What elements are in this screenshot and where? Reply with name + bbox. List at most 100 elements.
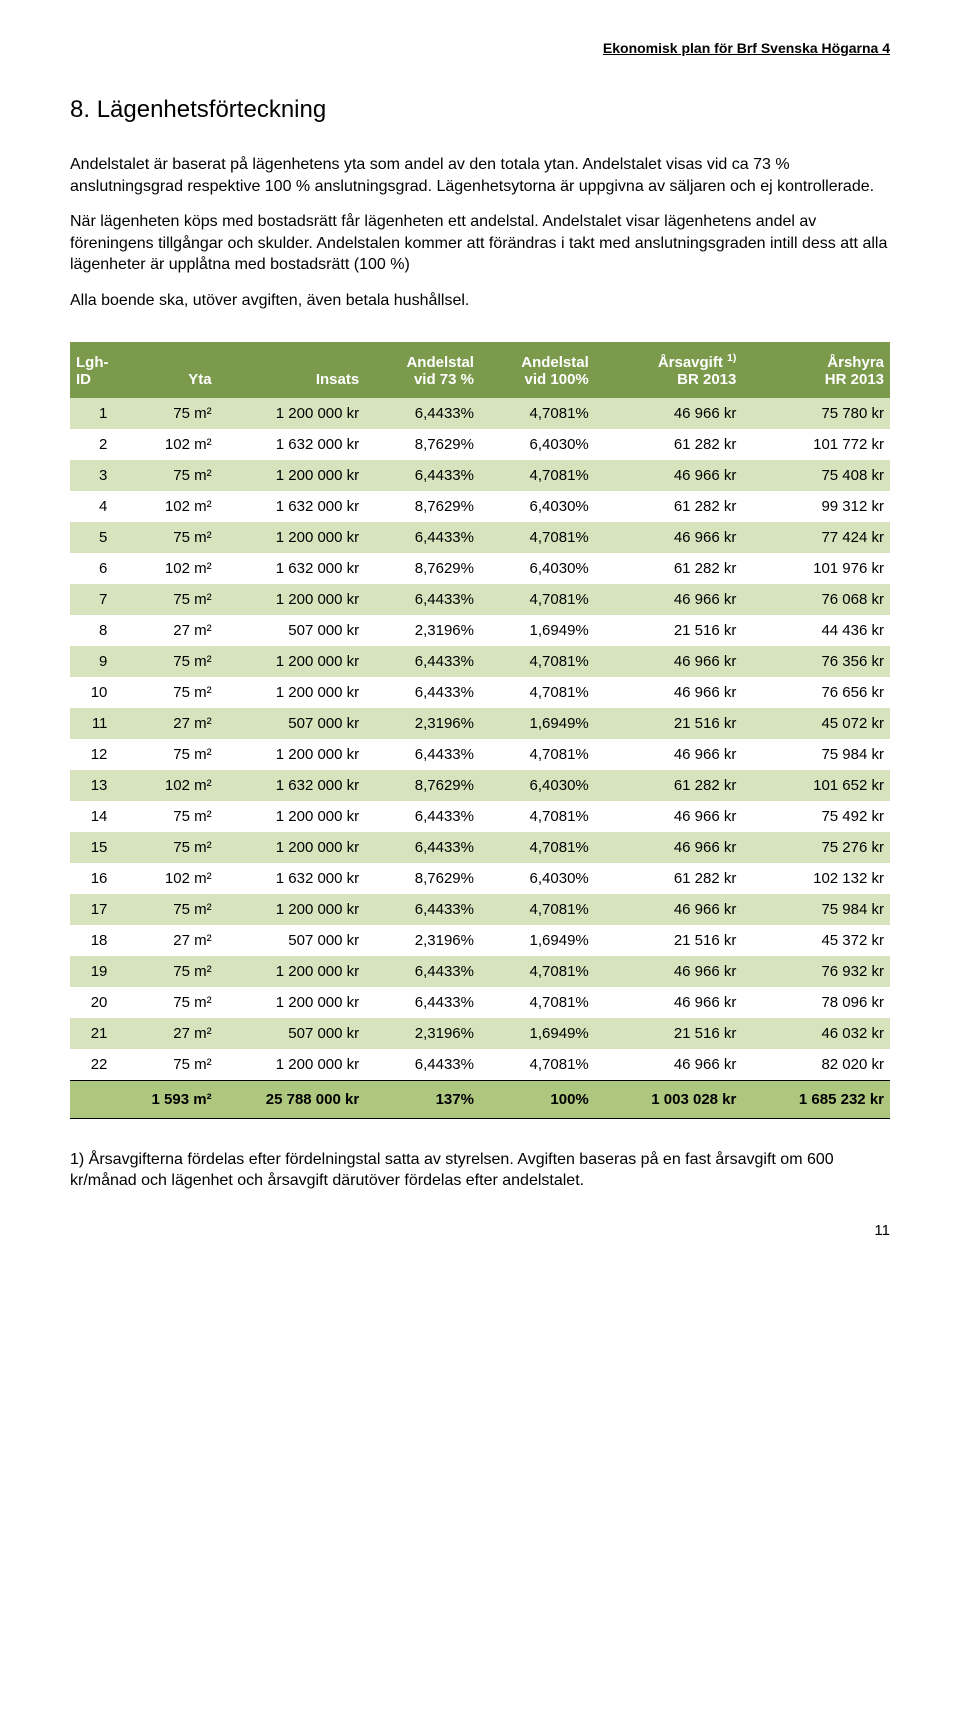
- cell-yta: 27 m²: [127, 1018, 217, 1049]
- cell-hyra: 44 436 kr: [742, 615, 890, 646]
- cell-a73: 6,4433%: [365, 677, 480, 708]
- cell-hyra: 75 984 kr: [742, 894, 890, 925]
- cell-yta: 75 m²: [127, 646, 217, 677]
- cell-insats: 1 632 000 kr: [218, 553, 366, 584]
- table-row: 827 m²507 000 kr2,3196%1,6949%21 516 kr4…: [70, 615, 890, 646]
- cell-a73: 8,7629%: [365, 863, 480, 894]
- cell-id: 5: [70, 522, 127, 553]
- cell-insats: 1 632 000 kr: [218, 770, 366, 801]
- cell-hyra: 46 032 kr: [742, 1018, 890, 1049]
- cell-id: 8: [70, 615, 127, 646]
- cell-a100: 4,7081%: [480, 801, 595, 832]
- cell-yta: 75 m²: [127, 894, 217, 925]
- table-row: 175 m²1 200 000 kr6,4433%4,7081%46 966 k…: [70, 398, 890, 429]
- cell-avgift: 46 966 kr: [595, 522, 743, 553]
- cell-insats: 507 000 kr: [218, 615, 366, 646]
- table-row: 2275 m²1 200 000 kr6,4433%4,7081%46 966 …: [70, 1049, 890, 1081]
- cell-insats: 1 200 000 kr: [218, 987, 366, 1018]
- cell-a100: 6,4030%: [480, 429, 595, 460]
- cell-avgift: 61 282 kr: [595, 770, 743, 801]
- cell-insats: 1 200 000 kr: [218, 1049, 366, 1081]
- footnote-1: 1) Årsavgifterna fördelas efter fördelni…: [70, 1149, 890, 1192]
- cell-a73: 6,4433%: [365, 522, 480, 553]
- paragraph-2: När lägenheten köps med bostadsrätt får …: [70, 211, 890, 276]
- paragraph-3: Alla boende ska, utöver avgiften, även b…: [70, 290, 890, 312]
- cell-id: 14: [70, 801, 127, 832]
- cell-yta: 102 m²: [127, 553, 217, 584]
- cell-a100: 4,7081%: [480, 739, 595, 770]
- cell-yta: 75 m²: [127, 987, 217, 1018]
- cell-id: 13: [70, 770, 127, 801]
- cell-a73: 8,7629%: [365, 429, 480, 460]
- cell-yta: 75 m²: [127, 832, 217, 863]
- cell-id: 12: [70, 739, 127, 770]
- total-yta: 1 593 m²: [127, 1080, 217, 1118]
- table-row: 1475 m²1 200 000 kr6,4433%4,7081%46 966 …: [70, 801, 890, 832]
- paragraph-1: Andelstalet är baserat på lägenhetens yt…: [70, 154, 890, 197]
- cell-a100: 4,7081%: [480, 956, 595, 987]
- cell-yta: 75 m²: [127, 460, 217, 491]
- cell-a100: 4,7081%: [480, 522, 595, 553]
- cell-insats: 507 000 kr: [218, 708, 366, 739]
- cell-hyra: 75 984 kr: [742, 739, 890, 770]
- cell-hyra: 102 132 kr: [742, 863, 890, 894]
- cell-hyra: 76 656 kr: [742, 677, 890, 708]
- cell-yta: 75 m²: [127, 1049, 217, 1081]
- cell-insats: 1 200 000 kr: [218, 956, 366, 987]
- col-header-yta: Yta: [127, 342, 217, 398]
- cell-yta: 27 m²: [127, 615, 217, 646]
- cell-a73: 2,3196%: [365, 1018, 480, 1049]
- cell-avgift: 46 966 kr: [595, 739, 743, 770]
- cell-id: 1: [70, 398, 127, 429]
- cell-insats: 1 200 000 kr: [218, 677, 366, 708]
- cell-avgift: 46 966 kr: [595, 1049, 743, 1081]
- cell-id: 21: [70, 1018, 127, 1049]
- total-a100: 100%: [480, 1080, 595, 1118]
- table-row: 975 m²1 200 000 kr6,4433%4,7081%46 966 k…: [70, 646, 890, 677]
- table-row: 1827 m²507 000 kr2,3196%1,6949%21 516 kr…: [70, 925, 890, 956]
- cell-insats: 1 632 000 kr: [218, 491, 366, 522]
- cell-a100: 4,7081%: [480, 894, 595, 925]
- cell-avgift: 46 966 kr: [595, 832, 743, 863]
- cell-insats: 507 000 kr: [218, 1018, 366, 1049]
- table-row: 575 m²1 200 000 kr6,4433%4,7081%46 966 k…: [70, 522, 890, 553]
- cell-a100: 6,4030%: [480, 553, 595, 584]
- cell-a100: 4,7081%: [480, 398, 595, 429]
- cell-a100: 1,6949%: [480, 615, 595, 646]
- cell-hyra: 75 492 kr: [742, 801, 890, 832]
- table-row: 1275 m²1 200 000 kr6,4433%4,7081%46 966 …: [70, 739, 890, 770]
- cell-a100: 4,7081%: [480, 646, 595, 677]
- cell-yta: 75 m²: [127, 522, 217, 553]
- cell-insats: 1 632 000 kr: [218, 429, 366, 460]
- cell-a100: 1,6949%: [480, 925, 595, 956]
- cell-insats: 1 200 000 kr: [218, 522, 366, 553]
- cell-avgift: 46 966 kr: [595, 677, 743, 708]
- table-footer: 1 593 m² 25 788 000 kr 137% 100% 1 003 0…: [70, 1080, 890, 1118]
- cell-hyra: 101 976 kr: [742, 553, 890, 584]
- cell-yta: 75 m²: [127, 584, 217, 615]
- cell-hyra: 99 312 kr: [742, 491, 890, 522]
- cell-a73: 2,3196%: [365, 615, 480, 646]
- cell-insats: 1 200 000 kr: [218, 832, 366, 863]
- cell-avgift: 46 966 kr: [595, 398, 743, 429]
- cell-a73: 6,4433%: [365, 801, 480, 832]
- cell-id: 7: [70, 584, 127, 615]
- cell-a73: 6,4433%: [365, 1049, 480, 1081]
- col-header-id: Lgh- ID: [70, 342, 127, 398]
- section-title: 8. Lägenhetsförteckning: [70, 96, 890, 124]
- cell-a73: 6,4433%: [365, 739, 480, 770]
- cell-yta: 75 m²: [127, 956, 217, 987]
- cell-id: 15: [70, 832, 127, 863]
- total-a73: 137%: [365, 1080, 480, 1118]
- cell-avgift: 46 966 kr: [595, 646, 743, 677]
- cell-yta: 75 m²: [127, 739, 217, 770]
- col-header-insats: Insats: [218, 342, 366, 398]
- cell-insats: 1 200 000 kr: [218, 398, 366, 429]
- cell-yta: 102 m²: [127, 863, 217, 894]
- cell-id: 18: [70, 925, 127, 956]
- cell-avgift: 61 282 kr: [595, 429, 743, 460]
- cell-id: 16: [70, 863, 127, 894]
- cell-avgift: 61 282 kr: [595, 491, 743, 522]
- cell-yta: 102 m²: [127, 770, 217, 801]
- section-heading: Lägenhetsförteckning: [97, 96, 327, 123]
